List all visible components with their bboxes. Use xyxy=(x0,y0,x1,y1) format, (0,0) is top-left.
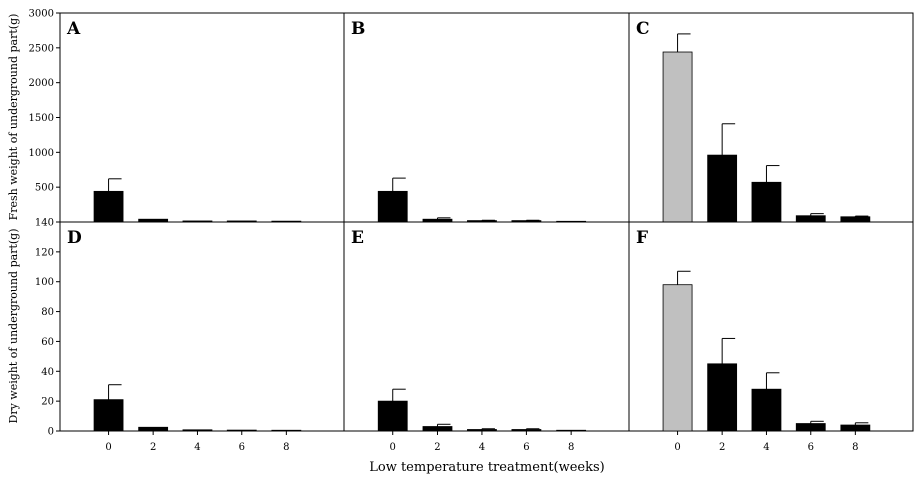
x-tick-label: 8 xyxy=(568,442,574,453)
x-tick-label: 2 xyxy=(150,442,156,453)
x-tick-label: 0 xyxy=(105,442,111,453)
panel-f: F 0 2 4 6 8 xyxy=(628,221,914,453)
bar xyxy=(707,154,738,223)
bar xyxy=(93,399,124,432)
panel-label: B xyxy=(351,19,365,39)
bar xyxy=(93,190,124,223)
panel-b: B xyxy=(343,12,630,223)
y-tick-label: 1500 xyxy=(29,113,54,124)
y-tick-label: 1000 xyxy=(29,148,54,159)
x-tick-label: 0 xyxy=(674,442,680,453)
panel-label: A xyxy=(66,19,81,39)
y-tick-label: 0 xyxy=(48,427,54,438)
x-tick-label: 8 xyxy=(283,442,289,453)
panel-e: E 0 2 4 6 8 xyxy=(343,221,630,453)
x-tick-label: 2 xyxy=(719,442,725,453)
bar xyxy=(840,216,871,223)
y-tick-label: 500 xyxy=(35,183,54,194)
panel-frame xyxy=(59,12,345,223)
bar xyxy=(377,190,408,223)
bar xyxy=(751,388,782,432)
panel-a: A 500 1000 1500 2000 2500 3000 xyxy=(29,9,345,223)
y-tick-label: 60 xyxy=(41,337,54,348)
y-tick-label: 2000 xyxy=(29,78,54,89)
y-tick-label: 100 xyxy=(35,277,54,288)
bar xyxy=(707,363,738,432)
x-tick-label: 2 xyxy=(434,442,440,453)
x-tick-label: 0 xyxy=(390,442,396,453)
y-tick-label: 3000 xyxy=(29,9,54,20)
y-tick-label: 2500 xyxy=(29,43,54,54)
bar xyxy=(795,215,826,223)
bar xyxy=(840,424,871,432)
x-axis-title: Low temperature treatment(weeks) xyxy=(369,460,605,475)
panel-d: D 0 20 40 60 80 100 120 140 0 2 4 6 8 xyxy=(35,218,345,453)
y-tick-label: 120 xyxy=(35,247,54,258)
y-tick-label: 140 xyxy=(35,218,54,229)
x-tick-label: 6 xyxy=(239,442,245,453)
panel-label: C xyxy=(636,19,650,39)
panel-c: C xyxy=(628,12,914,223)
y-tick-label: 20 xyxy=(41,397,54,408)
panel-frame xyxy=(343,221,630,432)
x-tick-label: 4 xyxy=(763,442,769,453)
bar xyxy=(795,423,826,432)
x-tick-label: 4 xyxy=(194,442,200,453)
bar xyxy=(377,400,408,432)
panel-frame xyxy=(343,12,630,223)
bar xyxy=(138,426,169,432)
bar xyxy=(751,181,782,223)
y-axis-title-fresh-weight: Fresh weight of underground part(g) xyxy=(7,14,20,221)
bar xyxy=(182,429,213,432)
panel-label: D xyxy=(67,228,82,248)
bar xyxy=(226,429,257,432)
bar xyxy=(422,426,453,432)
y-axis-title-dry-weight: Dry weight of underground part(g) xyxy=(7,229,20,424)
x-tick-label: 8 xyxy=(852,442,858,453)
panel-label: F xyxy=(636,228,648,248)
y-tick-label: 80 xyxy=(41,307,54,318)
bar xyxy=(271,429,302,432)
bar xyxy=(467,429,497,432)
x-tick-label: 4 xyxy=(479,442,485,453)
panel-label: E xyxy=(351,228,364,248)
bar xyxy=(511,429,542,432)
x-tick-label: 6 xyxy=(808,442,814,453)
x-tick-label: 6 xyxy=(523,442,529,453)
bar xyxy=(556,429,587,432)
y-tick-label: 40 xyxy=(41,367,54,378)
bar xyxy=(662,51,693,223)
bar xyxy=(662,284,693,432)
